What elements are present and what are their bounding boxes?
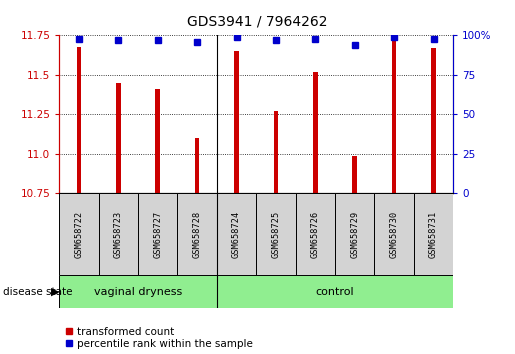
Text: ▶: ▶	[52, 287, 60, 297]
Bar	[59, 275, 217, 308]
Text: GSM658730: GSM658730	[390, 211, 399, 258]
Bar	[99, 193, 138, 275]
Bar	[256, 193, 296, 275]
Bar	[296, 193, 335, 275]
Text: disease state: disease state	[3, 287, 72, 297]
Text: vaginal dryness: vaginal dryness	[94, 287, 182, 297]
Legend: transformed count, percentile rank within the sample: transformed count, percentile rank withi…	[64, 327, 253, 349]
Bar	[335, 193, 374, 275]
Bar	[234, 51, 239, 193]
Bar	[138, 193, 177, 275]
Bar	[177, 193, 217, 275]
Bar	[59, 193, 99, 275]
Text: GSM658725: GSM658725	[271, 211, 280, 258]
Bar	[352, 155, 357, 193]
Text: control: control	[316, 287, 354, 297]
Text: GSM658726: GSM658726	[311, 211, 320, 258]
Bar	[273, 111, 278, 193]
Text: GSM658722: GSM658722	[75, 211, 83, 258]
Text: GSM658729: GSM658729	[350, 211, 359, 258]
Bar	[116, 83, 121, 193]
Text: GSM658724: GSM658724	[232, 211, 241, 258]
Bar	[217, 193, 256, 275]
Bar	[414, 193, 453, 275]
Bar	[392, 39, 397, 193]
Bar	[195, 138, 199, 193]
Bar	[77, 46, 81, 193]
Bar	[313, 72, 318, 193]
Text: GSM658731: GSM658731	[429, 211, 438, 258]
Text: GSM658723: GSM658723	[114, 211, 123, 258]
Text: GSM658728: GSM658728	[193, 211, 201, 258]
Text: GSM658727: GSM658727	[153, 211, 162, 258]
Bar	[431, 48, 436, 193]
Bar	[156, 89, 160, 193]
Text: GDS3941 / 7964262: GDS3941 / 7964262	[187, 15, 328, 28]
Bar	[217, 275, 453, 308]
Bar	[374, 193, 414, 275]
